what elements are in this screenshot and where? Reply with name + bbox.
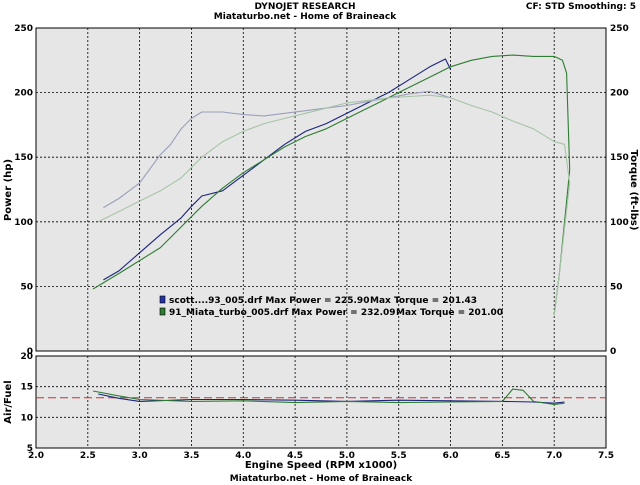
rpm-tick-label: 2.0 bbox=[28, 451, 44, 461]
torque-tick-label: 150 bbox=[610, 153, 629, 163]
legend-car2-power: 91_Miata_turbo_005.drf Max Power = 232.0… bbox=[169, 308, 396, 318]
main-series bbox=[92, 54, 571, 315]
rpm-tick-label: 3.5 bbox=[183, 451, 199, 461]
power-tick-label: 0 bbox=[27, 347, 33, 357]
footer-text: Miataturbo.net - Home of Braineack bbox=[230, 474, 413, 484]
rpm-axis-ticks: 2.0 2.5 3.0 3.5 4.0 4.5 5.0 5.5 6.0 6.5 7.0 7.5 bbox=[28, 451, 614, 461]
torque-tick-label: 50 bbox=[610, 282, 623, 292]
rpm-tick-label: 4.0 bbox=[235, 451, 251, 461]
torque-axis-label: Torque (ft-lbs) bbox=[628, 150, 639, 231]
legend-car1-power: scott....93_005.drf Max Power = 225.90 bbox=[169, 296, 369, 306]
afr-tick-label: 20 bbox=[20, 352, 33, 362]
main-grid bbox=[36, 28, 606, 351]
car2-torque-line bbox=[97, 94, 571, 315]
chart-subtitle: Miataturbo.net - Home of Braineack bbox=[214, 12, 397, 22]
rpm-tick-label: 2.5 bbox=[80, 451, 96, 461]
afr-grid bbox=[36, 356, 606, 448]
rpm-tick-label: 7.5 bbox=[598, 451, 614, 461]
afr-tick-label: 5 bbox=[27, 444, 33, 454]
power-axis-label: Power (hp) bbox=[3, 159, 14, 221]
power-tick-label: 150 bbox=[14, 153, 33, 163]
afr-tick-label: 15 bbox=[20, 383, 33, 393]
legend-swatch-car1 bbox=[159, 295, 166, 304]
rpm-axis-label: Engine Speed (RPM x1000) bbox=[245, 460, 397, 471]
afr-axis-ticks: 5 10 15 20 bbox=[20, 352, 33, 454]
power-tick-label: 100 bbox=[14, 218, 33, 228]
torque-tick-label: 0 bbox=[610, 347, 616, 357]
power-axis-ticks: 0 50 100 150 200 250 bbox=[14, 24, 33, 357]
car2-power-line bbox=[92, 54, 571, 315]
afr-series bbox=[36, 388, 606, 406]
rpm-tick-label: 5.5 bbox=[391, 451, 407, 461]
rpm-tick-label: 6.5 bbox=[494, 451, 510, 461]
afr-tick-label: 10 bbox=[20, 413, 33, 423]
legend-car2-torque: Max Torque = 201.00 bbox=[396, 308, 503, 318]
torque-tick-label: 250 bbox=[610, 24, 629, 34]
legend: scott....93_005.drf Max Power = 225.90 M… bbox=[159, 295, 503, 318]
torque-tick-label: 100 bbox=[610, 218, 629, 228]
rpm-tick-label: 6.0 bbox=[443, 451, 459, 461]
power-tick-label: 200 bbox=[14, 89, 33, 99]
chart-title: DYNOJET RESEARCH bbox=[254, 2, 355, 12]
legend-car1-torque: Max Torque = 201.43 bbox=[370, 296, 477, 306]
rpm-tick-label: 5.0 bbox=[339, 451, 355, 461]
power-tick-label: 50 bbox=[20, 282, 33, 292]
car1-power-line bbox=[103, 58, 451, 281]
power-tick-label: 250 bbox=[14, 24, 33, 34]
rpm-tick-label: 4.5 bbox=[287, 451, 303, 461]
dyno-settings: CF: STD Smoothing: 5 bbox=[526, 2, 636, 12]
rpm-tick-label: 3.0 bbox=[132, 451, 148, 461]
car2-afr-line bbox=[92, 388, 565, 406]
torque-tick-label: 200 bbox=[610, 89, 629, 99]
torque-axis-ticks: 0 50 100 150 200 250 bbox=[610, 24, 629, 357]
rpm-tick-label: 7.0 bbox=[546, 451, 562, 461]
afr-axis-label: Air/Fuel bbox=[3, 380, 14, 423]
legend-swatch-car2 bbox=[159, 307, 166, 316]
